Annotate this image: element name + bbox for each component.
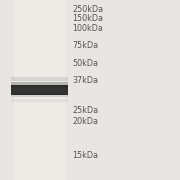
Text: 15kDa: 15kDa — [72, 151, 98, 160]
Text: 150kDa: 150kDa — [72, 14, 103, 23]
Text: 250kDa: 250kDa — [72, 5, 103, 14]
Text: 37kDa: 37kDa — [72, 76, 98, 85]
Bar — [11, 99, 68, 102]
Bar — [11, 85, 68, 95]
Bar — [11, 93, 68, 97]
Text: 75kDa: 75kDa — [72, 41, 98, 50]
Text: 20kDa: 20kDa — [72, 117, 98, 126]
Bar — [11, 77, 68, 81]
Text: 100kDa: 100kDa — [72, 24, 103, 33]
Text: 25kDa: 25kDa — [72, 106, 98, 115]
Bar — [14, 0, 65, 180]
Text: 50kDa: 50kDa — [72, 59, 98, 68]
Bar — [11, 82, 68, 87]
